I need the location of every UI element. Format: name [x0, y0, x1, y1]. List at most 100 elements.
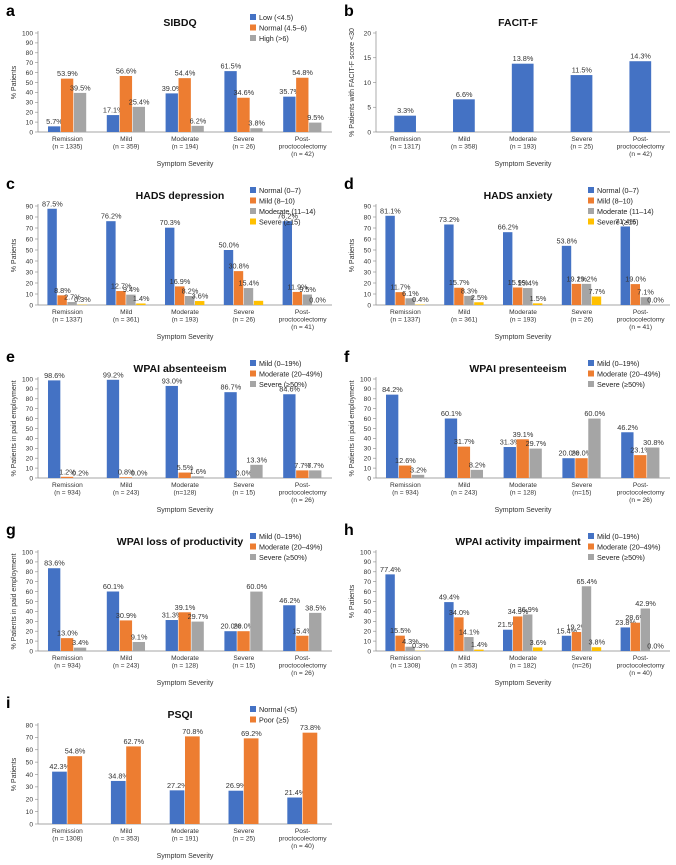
x-tick-label: (n = 25) [232, 836, 255, 843]
bar [67, 302, 77, 305]
legend-swatch [250, 24, 256, 31]
legend-label: Mild (0–19%) [597, 359, 639, 368]
legend-label: Moderate (20–49%) [597, 370, 661, 379]
y-tick-label: 40 [26, 436, 34, 443]
y-axis-label: % Patients with FACIT-F score <30 [349, 28, 356, 137]
y-axis-label: % Patients in paid employment [11, 380, 18, 476]
legend-label: Normal (4.5–6) [259, 24, 307, 33]
data-label: 26.9% [226, 781, 247, 790]
x-tick-label: Severe [571, 482, 592, 489]
data-label: 65.4% [576, 577, 597, 586]
x-tick-label: Post- [295, 828, 310, 835]
legend-label: Low (<4.5) [259, 13, 293, 22]
legend-swatch [588, 533, 594, 539]
legend-swatch [250, 14, 256, 20]
data-label: 19.2% [576, 274, 597, 283]
data-label: 84.2% [382, 385, 403, 394]
x-tick-label: proctocolectomy [617, 144, 666, 151]
bar [178, 612, 191, 651]
data-label: 4.3% [402, 637, 419, 646]
legend-swatch [250, 187, 256, 193]
x-tick-label: (n = 40) [291, 843, 314, 850]
legend-label: Mild (0–19%) [597, 532, 639, 541]
y-tick-label: 0 [29, 302, 33, 309]
bar [647, 447, 660, 478]
panel-letter: b [344, 3, 354, 20]
x-tick-label: (n = 194) [172, 144, 199, 151]
data-label: 17.1% [103, 106, 124, 115]
data-label: 27.2% [167, 781, 188, 790]
data-label: 6.2% [190, 116, 207, 125]
y-tick-label: 10 [364, 465, 372, 472]
panel-letter: a [6, 3, 15, 20]
legend-swatch [250, 360, 256, 366]
y-tick-label: 70 [364, 406, 372, 413]
bar [464, 295, 474, 305]
bar [570, 75, 593, 132]
data-label: 23.8% [615, 618, 636, 627]
x-tick-label: (n = 26) [291, 497, 314, 504]
data-label: 13.0% [57, 629, 78, 638]
data-label: 34.6% [233, 88, 254, 97]
bar [73, 647, 87, 651]
data-label: 7.7% [588, 287, 605, 296]
y-tick-label: 40 [364, 258, 372, 265]
x-tick-label: (n = 128) [510, 490, 537, 497]
bar [620, 627, 631, 651]
bar [224, 71, 237, 132]
legend-label: Severe (≥15) [259, 218, 301, 227]
data-label: 3.3% [397, 106, 414, 115]
bar [224, 631, 237, 651]
x-tick-label: proctocolectomy [279, 144, 328, 151]
bar [385, 215, 395, 305]
bar [106, 591, 120, 651]
data-label: 0.0% [647, 296, 664, 305]
legend-label: Moderate (11–14) [597, 207, 654, 216]
y-tick-label: 80 [364, 569, 372, 576]
bar [106, 115, 120, 132]
data-label: 7.7% [294, 461, 311, 470]
chart-title: WPAI presenteeism [469, 363, 566, 375]
data-label: 60.0% [584, 409, 605, 418]
x-tick-label: (n = 243) [113, 490, 140, 497]
x-tick-label: Remission [52, 655, 83, 662]
data-label: 15.9% [508, 278, 529, 287]
data-label: 9.4% [123, 285, 140, 294]
data-label: 73.2% [439, 215, 460, 224]
bar [398, 465, 412, 478]
data-label: 29.7% [526, 439, 547, 448]
bar [116, 291, 126, 305]
bar [629, 61, 652, 133]
y-tick-label: 80 [26, 396, 34, 403]
data-label: 56.6% [116, 66, 137, 75]
bar [454, 617, 464, 651]
data-label: 7.7% [307, 461, 324, 470]
legend-label: Mild (8–10) [597, 197, 633, 206]
data-label: 0.4% [412, 295, 429, 304]
data-label: 15.4% [238, 279, 259, 288]
data-label: 6.1% [402, 289, 419, 298]
bar [178, 472, 191, 478]
data-label: 28.6% [625, 613, 646, 622]
x-tick-label: (n = 361) [451, 317, 478, 324]
x-axis-label: Symptom Severity [495, 161, 552, 168]
bar [529, 448, 542, 478]
legend-label: Severe (≥50%) [259, 553, 307, 562]
panel-letter: e [6, 349, 15, 366]
bar [250, 128, 263, 132]
x-tick-label: Remission [52, 482, 83, 489]
legend-label: Normal (0–7) [597, 186, 639, 195]
panel-d-hads-anxiety: d HADS anxiety 0 10 20 30 40 50 60 70 80 90 % Patien… [338, 173, 676, 346]
legend-label: Severe (≥50%) [597, 380, 645, 389]
data-label: 76.2% [101, 212, 122, 221]
legend-swatch [250, 218, 256, 225]
data-label: 3.8% [248, 119, 265, 128]
panel-c-hads-depression: c HADS depression 0 10 20 30 40 50 60 70 80 90 % Pat… [0, 173, 338, 346]
legend-label: Moderate (20–49%) [597, 543, 661, 552]
x-tick-label: (n = 41) [291, 324, 314, 331]
data-label: 31.3% [162, 611, 183, 620]
y-tick-label: 40 [364, 436, 372, 443]
legend-label: Normal (<5) [259, 705, 297, 714]
x-axis-label: Symptom Severity [495, 680, 552, 687]
y-tick-label: 0 [29, 475, 33, 482]
